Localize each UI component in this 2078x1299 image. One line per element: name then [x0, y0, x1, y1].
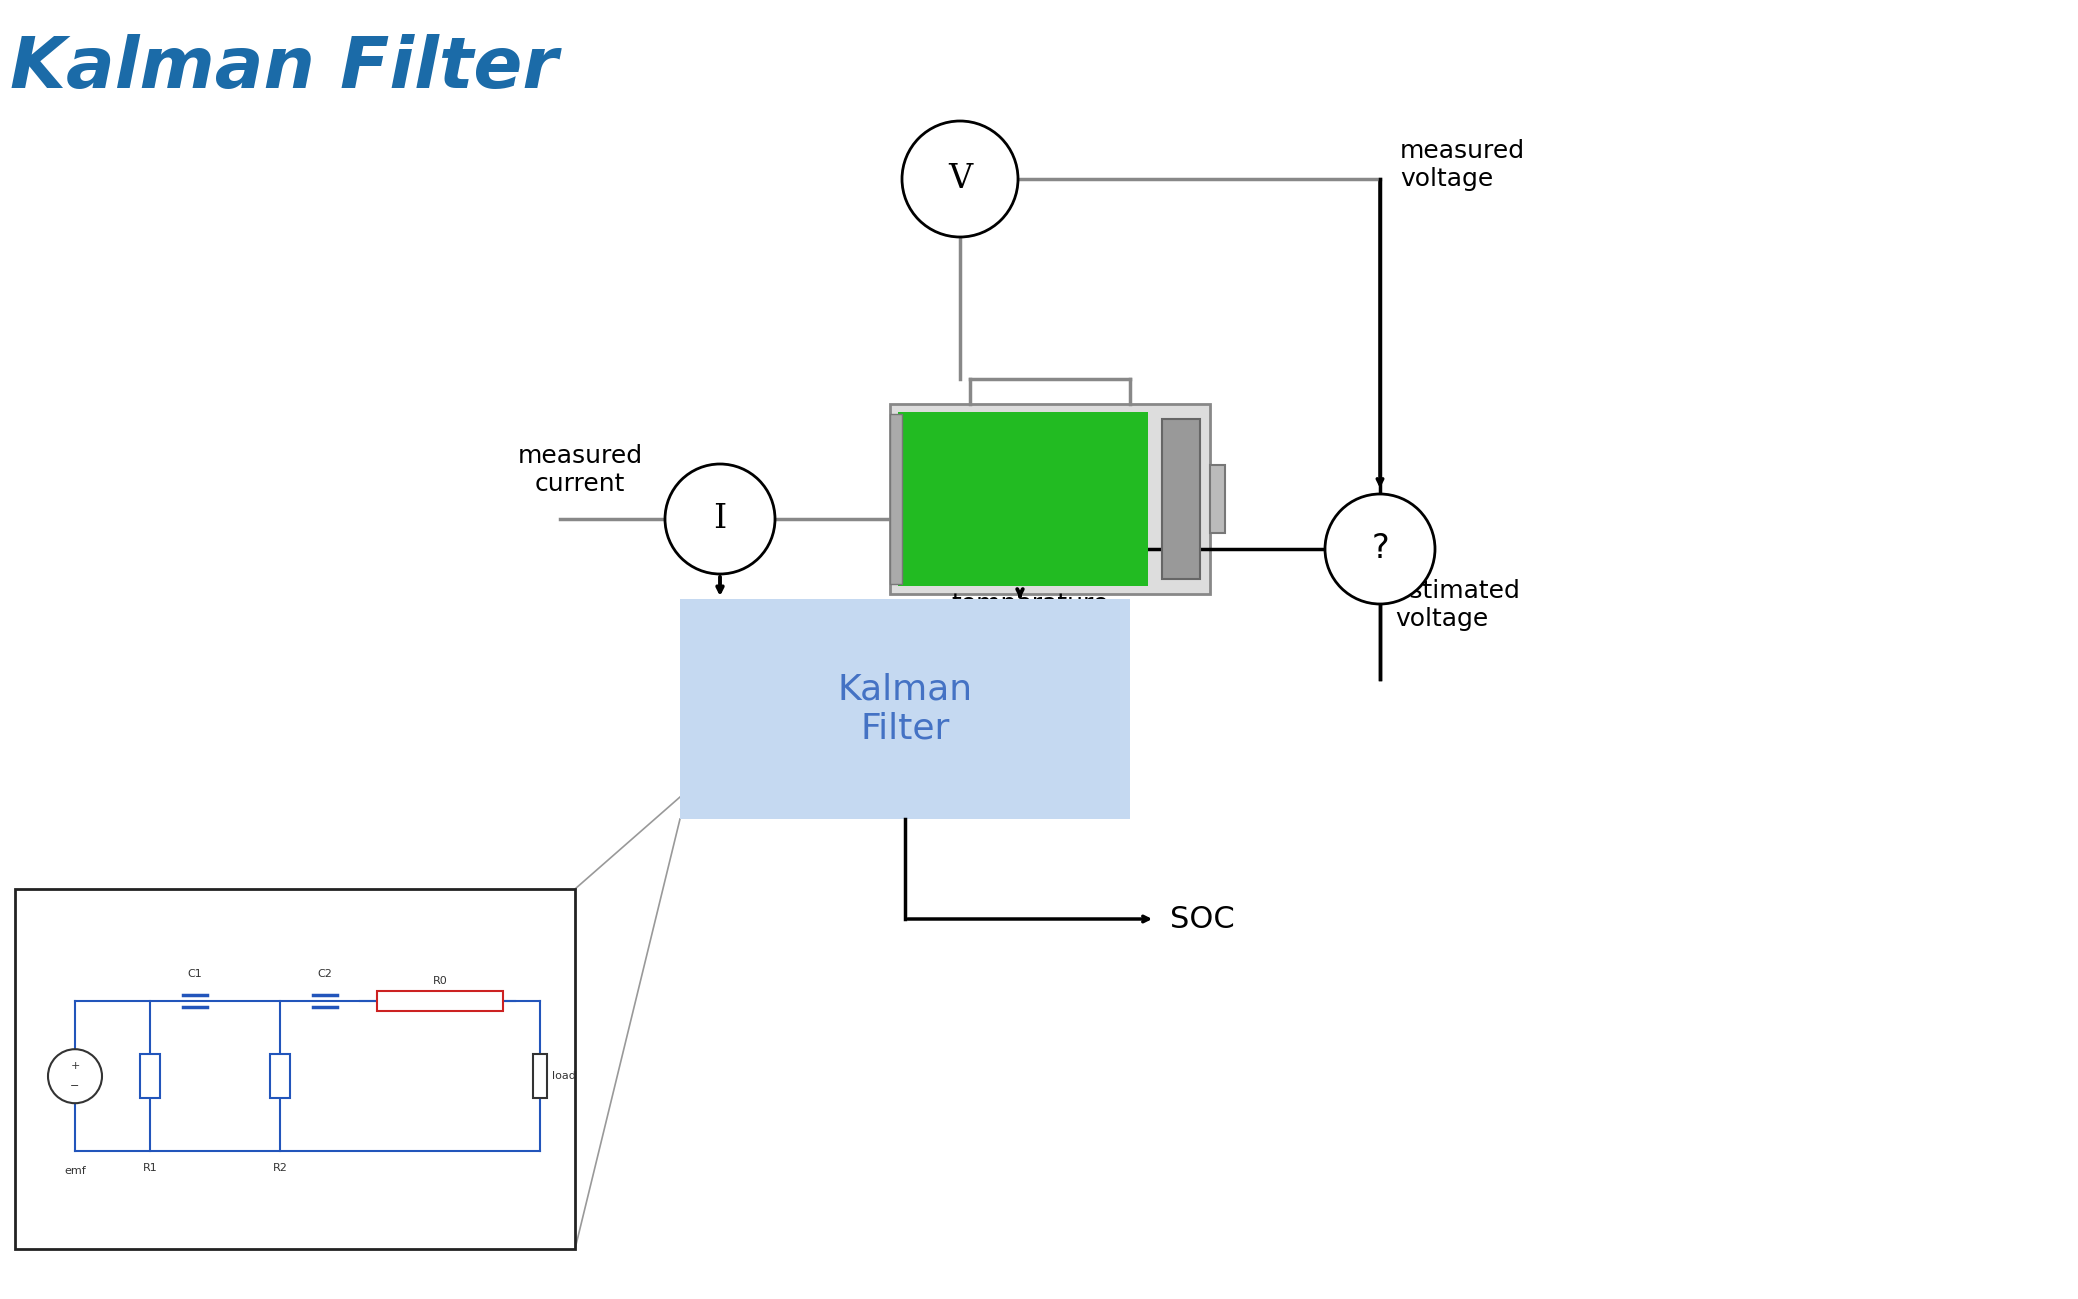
Circle shape [48, 1050, 102, 1103]
Text: ?: ? [1371, 533, 1388, 565]
Text: measured
temperature: measured temperature [952, 564, 1110, 616]
Text: V: V [948, 162, 973, 195]
Text: C2: C2 [318, 969, 332, 979]
Circle shape [1326, 494, 1436, 604]
FancyBboxPatch shape [680, 599, 1130, 818]
Circle shape [902, 121, 1018, 236]
Text: measured
voltage: measured voltage [1401, 139, 1525, 191]
Text: R1: R1 [143, 1163, 158, 1173]
Text: R2: R2 [272, 1163, 287, 1173]
Text: Kalman
Filter: Kalman Filter [837, 673, 973, 746]
Circle shape [665, 464, 775, 574]
Text: −: − [71, 1081, 79, 1091]
Text: C1: C1 [187, 969, 202, 979]
Text: Kalman Filter: Kalman Filter [10, 34, 559, 103]
Bar [139, 1055, 160, 1098]
Bar [532, 1055, 547, 1098]
Bar [1209, 465, 1226, 533]
Text: SOC: SOC [1170, 904, 1234, 934]
Text: measured
current: measured current [517, 444, 642, 496]
Bar [15, 889, 576, 1250]
Text: I: I [713, 503, 727, 535]
Bar [889, 414, 902, 585]
Text: R0: R0 [432, 977, 447, 986]
Bar [270, 1055, 291, 1098]
Text: +: + [71, 1061, 79, 1072]
Text: estimated
voltage: estimated voltage [1394, 579, 1521, 631]
Bar [898, 412, 1147, 586]
Bar [889, 404, 1209, 594]
Bar [1162, 420, 1201, 579]
Text: emf: emf [64, 1167, 85, 1176]
Text: load: load [553, 1072, 576, 1081]
Bar [376, 991, 503, 1011]
